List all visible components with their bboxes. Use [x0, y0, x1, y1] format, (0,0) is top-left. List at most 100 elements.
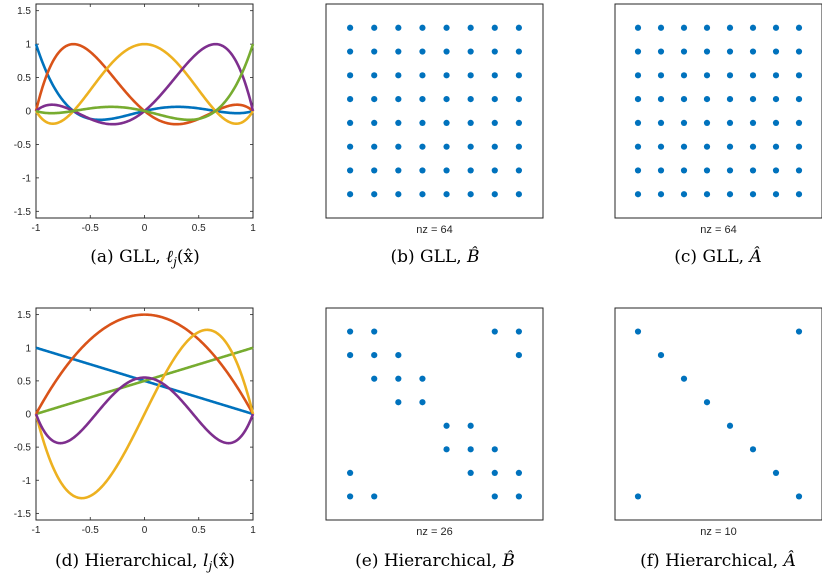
y-tick-label: 1: [25, 343, 31, 354]
nonzero-marker: [419, 48, 426, 55]
nonzero-marker: [347, 352, 354, 359]
nonzero-marker: [515, 469, 522, 476]
nonzero-marker: [395, 399, 402, 406]
x-tick-label: -0.5: [82, 223, 100, 234]
nonzero-marker: [443, 191, 450, 198]
nonzero-marker: [680, 48, 688, 55]
nonzero-marker: [772, 48, 780, 55]
caption-text: (d) Hierarchical,: [55, 551, 203, 571]
nonzero-marker: [443, 72, 450, 79]
nonzero-marker: [443, 48, 450, 55]
nonzero-marker: [515, 143, 522, 150]
y-tick-label: 1.5: [17, 310, 31, 321]
nonzero-marker: [419, 375, 426, 382]
nonzero-marker: [443, 119, 450, 126]
x-tick-label: -1: [32, 223, 41, 234]
caption-argument: (x̂): [177, 247, 200, 267]
nonzero-marker: [515, 352, 522, 359]
nonzero-marker: [491, 191, 498, 198]
nonzero-marker: [634, 72, 642, 79]
nonzero-marker: [795, 167, 803, 174]
nonzero-marker: [726, 167, 734, 174]
nonzero-marker: [634, 24, 642, 31]
nonzero-marker: [634, 493, 642, 500]
nonzero-marker: [395, 143, 402, 150]
nonzero-marker: [703, 143, 711, 150]
nonzero-marker: [772, 72, 780, 79]
sparsity-panel: nz = 64 (c) GLL, Â: [614, 3, 822, 267]
panel-caption: (b) GLL, B̂: [390, 247, 479, 267]
nonzero-marker: [371, 328, 378, 335]
nonzero-marker: [515, 328, 522, 335]
nonzero-marker: [680, 119, 688, 126]
nonzero-marker: [371, 72, 378, 79]
nonzero-marker: [347, 119, 354, 126]
nonzero-marker: [634, 96, 642, 103]
nonzero-marker: [395, 167, 402, 174]
nonzero-marker: [772, 167, 780, 174]
nonzero-marker: [443, 96, 450, 103]
nonzero-marker: [395, 24, 402, 31]
nonzero-marker: [795, 119, 803, 126]
nonzero-marker: [772, 469, 780, 476]
y-tick-label: 1: [25, 40, 31, 51]
nonzero-marker: [634, 143, 642, 150]
nonzero-marker: [634, 191, 642, 198]
nonzero-marker: [749, 119, 757, 126]
caption-argument: (x̂): [212, 551, 235, 571]
nonzero-marker: [515, 24, 522, 31]
nz-label: nz = 64: [700, 224, 736, 236]
basis-curve-5: [35, 43, 255, 122]
line-panel: -1 -0.5 0 0.5 11.510.50-0.5-1-1.5(d) Hierarc…: [14, 307, 256, 573]
nonzero-marker: [491, 328, 498, 335]
nonzero-marker: [795, 24, 803, 31]
sparsity-panel: nz = 26 (e) Hierarchical, B̂: [325, 307, 544, 571]
nonzero-marker: [467, 422, 474, 429]
nonzero-marker: [772, 96, 780, 103]
nonzero-marker: [371, 167, 378, 174]
nonzero-marker: [703, 24, 711, 31]
basis-curve-5: [34, 376, 255, 445]
nonzero-marker: [443, 422, 450, 429]
nonzero-marker: [795, 48, 803, 55]
x-tick-label: 0.5: [192, 525, 206, 536]
nonzero-marker: [680, 96, 688, 103]
nonzero-marker: [680, 375, 688, 382]
nonzero-marker: [634, 167, 642, 174]
nonzero-marker: [371, 191, 378, 198]
y-tick-label: -1: [22, 476, 31, 487]
nonzero-marker: [467, 72, 474, 79]
nonzero-marker: [680, 191, 688, 198]
nonzero-marker: [467, 119, 474, 126]
nonzero-marker: [634, 119, 642, 126]
nonzero-marker: [657, 167, 665, 174]
nonzero-marker: [703, 167, 711, 174]
nonzero-marker: [749, 191, 757, 198]
nz-label: nz = 64: [416, 224, 452, 236]
x-tick-label: -1: [32, 525, 41, 536]
nonzero-marker: [726, 422, 734, 429]
nonzero-marker: [703, 191, 711, 198]
caption-math: Â: [782, 550, 796, 571]
nonzero-marker: [657, 143, 665, 150]
nonzero-marker: [795, 328, 803, 335]
nonzero-marker: [515, 48, 522, 55]
nonzero-marker: [726, 191, 734, 198]
axes-box: [614, 3, 822, 219]
panel-caption: (c) GLL, Â: [674, 246, 761, 267]
nonzero-marker: [726, 72, 734, 79]
nonzero-marker: [726, 143, 734, 150]
nonzero-marker: [703, 399, 711, 406]
nonzero-marker: [395, 119, 402, 126]
nonzero-marker: [515, 72, 522, 79]
caption-math: B̂: [501, 551, 515, 571]
axes-box: [325, 3, 544, 219]
caption-text: (f) Hierarchical,: [640, 551, 783, 571]
nonzero-marker: [772, 143, 780, 150]
nonzero-marker: [347, 167, 354, 174]
nonzero-marker: [795, 96, 803, 103]
nonzero-marker: [726, 48, 734, 55]
nz-label: nz = 26: [416, 526, 452, 538]
nonzero-marker: [395, 48, 402, 55]
nonzero-marker: [467, 96, 474, 103]
